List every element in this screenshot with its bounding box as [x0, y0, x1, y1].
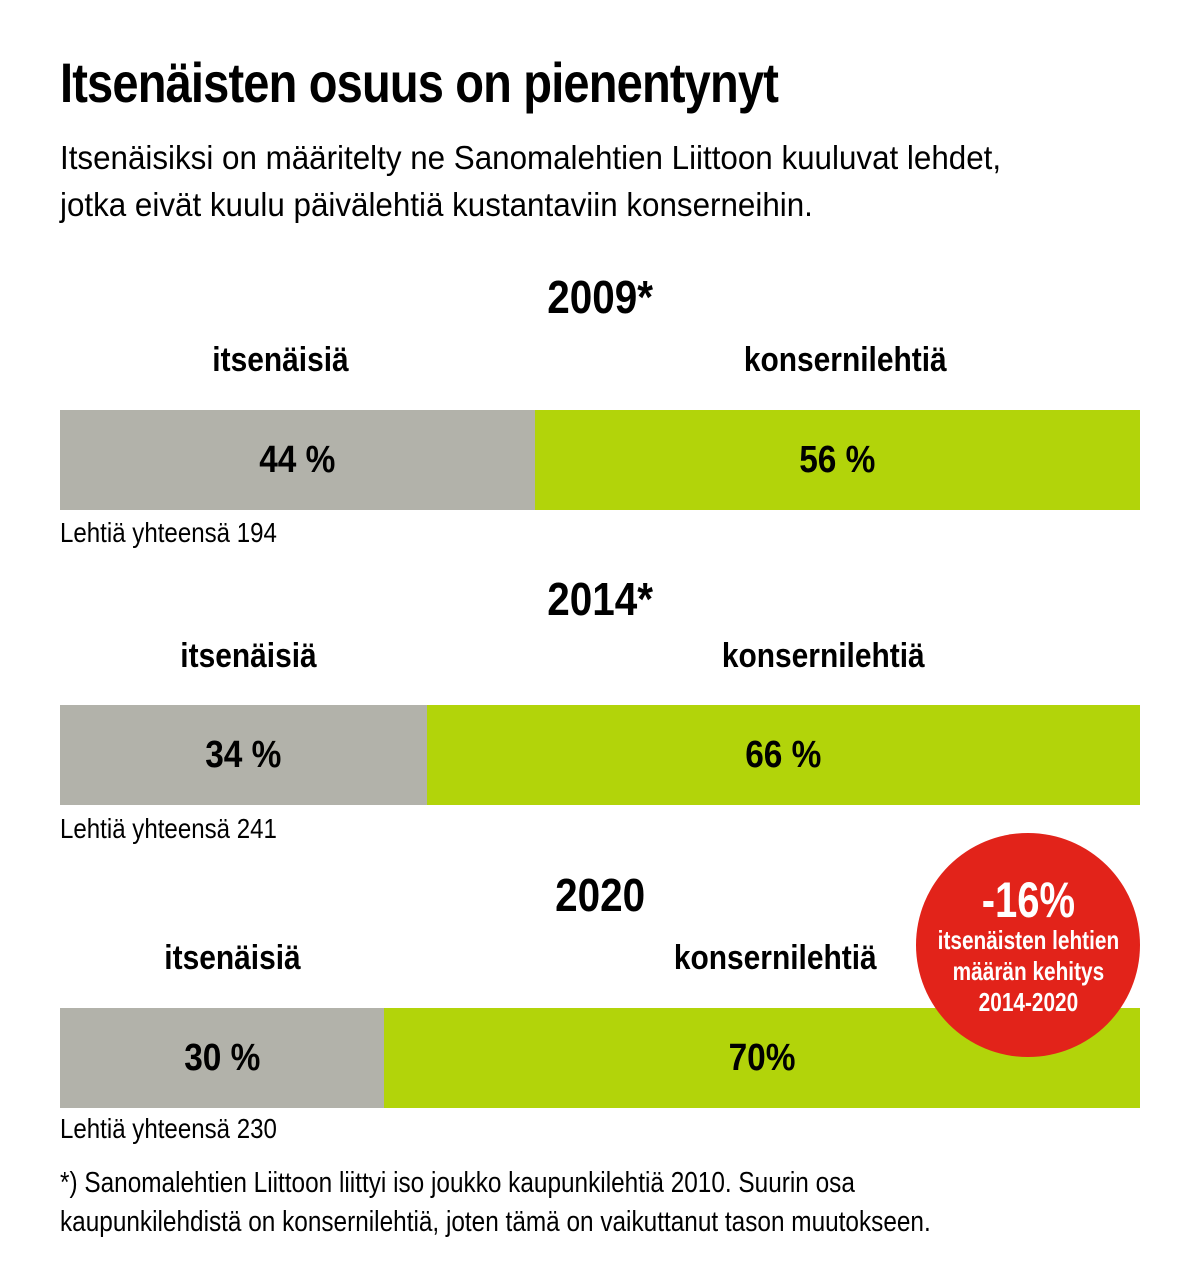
value-label-independent-2009: 44 %: [259, 438, 336, 481]
bar-segment-independent-2014: 34 %: [60, 705, 428, 805]
footnote-line-2: kaupunkilehdistä on konsernilehtiä, jote…: [60, 1206, 931, 1238]
change-badge-line-2: määrän kehitys: [952, 955, 1104, 986]
value-label-independent-2014: 34 %: [205, 733, 282, 776]
footnote-line-1: *) Sanomalehtien Liittoon liittyi iso jo…: [60, 1167, 855, 1199]
page-title: Itsenäisten osuus on pienentynyt: [60, 51, 915, 114]
segment-label-group-2014: konsernilehtiä: [721, 637, 925, 675]
year-title-2009: 2009*: [547, 271, 653, 323]
bar-segment-group-2014: 66 %: [427, 705, 1140, 805]
total-caption-2020: Lehtiä yhteensä 230: [60, 1113, 277, 1144]
change-badge-line-1: itsenäisten lehtien: [937, 924, 1119, 955]
total-caption-2009: Lehtiä yhteensä 194: [60, 517, 277, 548]
segment-label-group-2020: konsernilehtiä: [673, 939, 877, 977]
year-title-2014: 2014*: [547, 573, 653, 625]
segment-label-independent-2014: itsenäisiä: [179, 637, 317, 675]
segment-label-group-2009: konsernilehtiä: [743, 341, 947, 379]
page-subtitle: Itsenäisiksi on määritelty ne Sanomaleht…: [60, 134, 1051, 228]
subtitle-line-1: Itsenäisiksi on määritelty ne Sanomaleht…: [60, 139, 1002, 176]
total-caption-2014: Lehtiä yhteensä 241: [60, 813, 277, 844]
value-label-group-2009: 56 %: [799, 438, 876, 481]
stacked-bar-2009: 44 % 56 %: [60, 410, 1140, 510]
page-title-text: Itsenäisten osuus on pienentynyt: [60, 51, 779, 114]
value-label-independent-2020: 30 %: [183, 1036, 261, 1079]
segment-label-independent-2020: itsenäisiä: [163, 939, 301, 977]
year-title-2020: 2020: [554, 869, 646, 921]
value-label-group-2014: 66 %: [745, 733, 822, 776]
change-badge-content: -16% itsenäisten lehtien määrän kehitys …: [937, 875, 1118, 1018]
bar-segment-group-2009: 56 %: [535, 410, 1140, 510]
segment-label-independent-2009: itsenäisiä: [211, 341, 349, 379]
change-badge-value: -16%: [981, 871, 1075, 928]
stacked-bar-2014: 34 % 66 %: [60, 705, 1140, 805]
value-label-group-2020: 70%: [728, 1036, 796, 1079]
bar-segment-independent-2009: 44 %: [60, 410, 536, 510]
stacked-bar-2020: 30 % 70%: [60, 1008, 1140, 1108]
footnote: *) Sanomalehtien Liittoon liittyi iso jo…: [60, 1164, 1097, 1242]
bar-segment-independent-2020: 30 %: [60, 1008, 384, 1108]
change-badge-line-3: 2014-2020: [978, 986, 1078, 1017]
subtitle-line-2: jotka eivät kuulu päivälehtiä kustantavi…: [60, 186, 813, 223]
change-badge: -16% itsenäisten lehtien määrän kehitys …: [916, 833, 1140, 1057]
